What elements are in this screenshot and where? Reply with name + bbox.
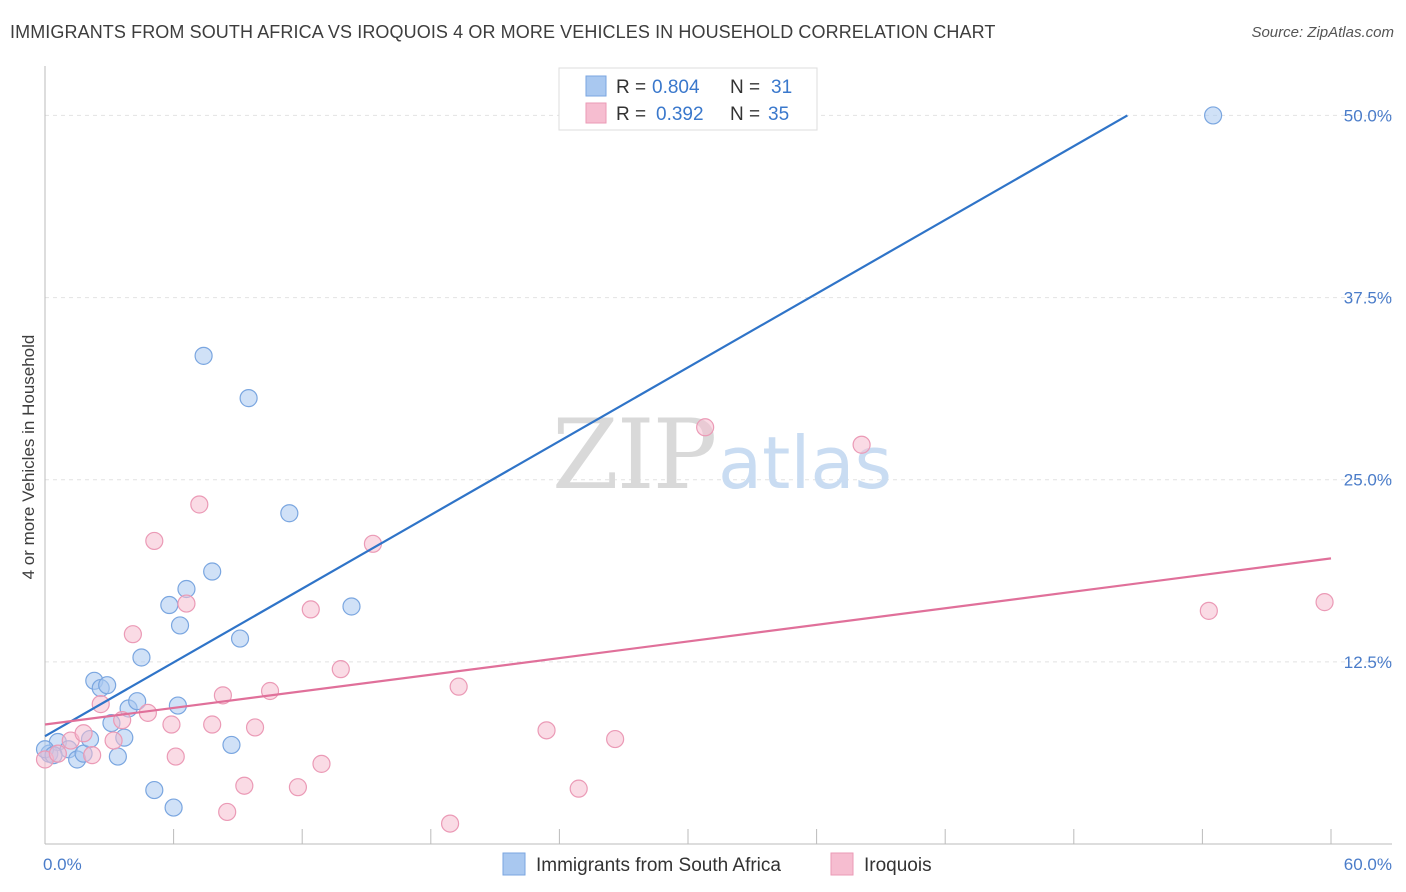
blue-point-28: [1204, 106, 1223, 125]
pink-point-12: [166, 747, 185, 766]
stats-legend: R = 0.804 N = 31 R = 0.392 N = 35: [558, 67, 818, 131]
y-tick-label-0: 12.5%: [1344, 653, 1392, 672]
pink-trend-line: [44, 557, 1332, 726]
blue-point-15: [145, 780, 164, 800]
pink-point-15: [203, 715, 222, 734]
gridlines: [45, 114, 1392, 663]
series-legend: Immigrants from South Africa Iroquois: [502, 852, 932, 876]
pink-point-27: [449, 677, 468, 696]
pink-point-34: [1315, 593, 1334, 612]
pink-point-22: [301, 600, 320, 619]
pink-point-4: [83, 746, 102, 765]
blue-point-10: [108, 747, 127, 766]
x-tick-label-1: 60.0%: [1344, 855, 1392, 874]
legend-n-value-pink: 35: [768, 104, 789, 125]
chart-title: IMMIGRANTS FROM SOUTH AFRICA VS IROQUOIS…: [10, 22, 996, 42]
blue-point-25: [239, 389, 258, 408]
pink-point-8: [123, 625, 142, 644]
axes: [44, 66, 1392, 845]
legend-swatch-blue: [585, 75, 607, 97]
pink-point-16: [213, 686, 232, 705]
pink-point-13: [177, 594, 196, 613]
blue-point-13: [128, 692, 147, 711]
legend-n-label-blue: N =: [730, 77, 760, 98]
pink-point-33: [1199, 601, 1218, 620]
legend-r-value-blue: 0.804: [652, 77, 700, 98]
blue-point-14: [132, 648, 151, 667]
pink-point-26: [440, 814, 460, 833]
x-tick-labels: 0.0% 60.0%: [43, 855, 1392, 874]
pink-point-19: [245, 718, 265, 737]
y-tick-label-1: 25.0%: [1344, 471, 1392, 490]
series-legend-label-blue: Immigrants from South Africa: [536, 855, 781, 876]
blue-point-24: [230, 629, 250, 648]
pink-point-6: [104, 731, 123, 750]
legend-n-label-pink: N =: [730, 104, 760, 125]
pink-point-10: [145, 531, 164, 551]
series-legend-swatch-blue: [502, 852, 526, 876]
blue-trend-line: [44, 114, 1128, 738]
watermark-zip: ZIP: [552, 399, 715, 511]
legend-swatch-pink: [585, 102, 607, 124]
y-tick-label-2: 37.5%: [1344, 289, 1392, 308]
y-tick-label-3: 50.0%: [1344, 106, 1392, 125]
series-legend-swatch-pink: [830, 852, 854, 876]
blue-point-26: [280, 504, 299, 523]
legend-n-value-blue: 31: [771, 77, 792, 98]
blue-point-17: [164, 798, 183, 817]
pink-point-1: [48, 744, 67, 763]
pink-point-30: [606, 729, 625, 749]
pink-point-17: [218, 802, 237, 822]
pink-point-28: [537, 721, 556, 740]
legend-r-label-blue: R =: [616, 77, 646, 98]
pink-point-32: [852, 435, 871, 454]
pink-point-21: [288, 778, 308, 797]
y-tick-labels: 12.5% 25.0% 37.5% 50.0%: [1344, 106, 1392, 671]
pink-point-31: [696, 418, 715, 437]
watermark-atlas: atlas: [718, 421, 892, 505]
pink-point-23: [312, 754, 331, 773]
trend-lines: [44, 114, 1332, 738]
pink-point-11: [162, 715, 181, 734]
blue-point-22: [203, 562, 222, 581]
blue-point-23: [222, 735, 241, 755]
y-axis-title: 4 or more Vehicles in Household: [19, 335, 38, 580]
pink-point-3: [74, 724, 93, 743]
pink-point-29: [569, 779, 588, 798]
pink-point-18: [235, 776, 254, 795]
legend-r-value-pink: 0.392: [656, 104, 704, 125]
blue-point-8: [98, 676, 117, 695]
blue-point-19: [170, 616, 190, 635]
x-tick-label-0: 0.0%: [43, 855, 82, 874]
series-legend-label-pink: Iroquois: [864, 855, 932, 876]
pink-point-24: [331, 660, 350, 679]
blue-point-27: [342, 597, 361, 616]
source-label: Source: ZipAtlas.com: [1251, 24, 1394, 41]
blue-point-16: [160, 595, 179, 615]
blue-point-21: [194, 346, 213, 365]
watermark: ZIP atlas: [552, 399, 892, 511]
legend-r-label-pink: R =: [616, 104, 646, 125]
pink-point-14: [190, 495, 209, 514]
